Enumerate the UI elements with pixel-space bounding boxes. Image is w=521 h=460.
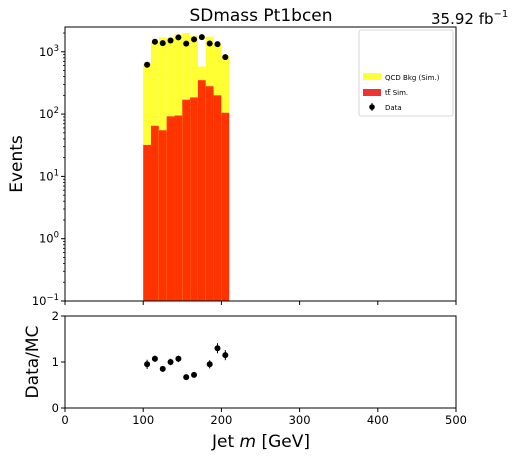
ratio-y-axis-title: Data/MC	[23, 326, 43, 399]
ratio-y-tick-label: 1	[52, 355, 59, 369]
chart-title: SDmass Pt1bcen	[189, 6, 332, 26]
data-point	[159, 40, 166, 47]
luminosity-label: 35.92 fb−1	[431, 9, 508, 28]
legend: QCD Bkg (Sim.) tt Sim. Data	[358, 29, 454, 117]
data-point	[151, 38, 158, 45]
luminosity-exponent: −1	[494, 9, 509, 20]
ttbar-bar	[143, 144, 152, 301]
x-tick-label: 100	[132, 413, 154, 427]
ttbar-bar	[166, 116, 175, 301]
ratio-point	[159, 365, 166, 372]
ttbar-bar	[151, 125, 159, 301]
ratio-point	[175, 355, 182, 362]
y-tick-label: 101	[39, 168, 59, 183]
data-points	[144, 34, 229, 68]
legend-qcd-label: QCD Bkg (Sim.)	[385, 74, 440, 82]
main-panel: 10−1 100 101 102 103 Events QCD Bkg (Sim.) t…	[7, 26, 457, 308]
legend-qcd-swatch	[363, 73, 381, 80]
ratio-panel: 0 1 2 0 100 200 300 400 500 Data/MC Jet m [GeV]	[23, 309, 467, 452]
data-point	[175, 34, 182, 41]
ratio-point	[222, 352, 229, 359]
data-point	[214, 41, 221, 48]
ratio-y-ticks: 0 1 2	[52, 309, 65, 415]
legend-box	[358, 29, 454, 117]
ttbar-bar	[197, 80, 206, 301]
y-tick-label: 100	[39, 231, 59, 246]
x-tick-label: 500	[445, 413, 467, 427]
legend-ttbar-label: tt Sim.	[385, 89, 408, 97]
data-point	[144, 61, 151, 68]
x-tick-label: 0	[61, 413, 68, 427]
x-axis-title: Jet m [GeV]	[211, 432, 310, 452]
legend-ttbar-swatch	[363, 89, 381, 96]
stacked-histogram	[143, 33, 230, 302]
ratio-point	[214, 345, 221, 352]
ratio-point	[144, 361, 151, 368]
ratio-x-ticks: 0 100 200 300 400 500	[61, 408, 467, 427]
legend-ttbar-t1: t	[385, 89, 388, 97]
ttbar-bar	[205, 86, 214, 301]
x-tick-label: 300	[289, 413, 311, 427]
ratio-point	[206, 361, 213, 368]
y-tick-label: 103	[39, 44, 59, 59]
y-tick-label: 10−1	[32, 293, 59, 308]
ttbar-bar	[213, 95, 222, 302]
x-tick-label: 400	[367, 413, 389, 427]
ratio-point	[151, 355, 158, 362]
data-point	[167, 37, 174, 44]
main-y-axis-title: Events	[7, 135, 27, 193]
ttbar-bar	[190, 97, 198, 301]
ratio-point	[167, 359, 174, 365]
ratio-y-tick-label: 0	[52, 401, 59, 415]
data-point	[206, 40, 213, 47]
ratio-plot-frame	[64, 315, 457, 409]
ttbar-bar	[158, 130, 167, 301]
ttbar-bar	[182, 99, 191, 301]
x-tick-label: 200	[210, 413, 232, 427]
ratio-point	[191, 371, 198, 378]
main-plot-frame	[64, 26, 457, 302]
luminosity-value: 35.92 fb	[431, 10, 494, 28]
ratio-points	[144, 343, 229, 381]
data-point	[198, 34, 205, 41]
legend-ttbar-t2: t	[388, 89, 391, 97]
legend-ttbar-rest: Sim.	[391, 89, 409, 97]
legend-data-marker	[369, 104, 375, 110]
main-x-ticks	[64, 301, 457, 305]
ratio-y-tick-label: 2	[52, 309, 59, 323]
main-y-ticks: 10−1 100 101 102 103	[32, 32, 65, 308]
data-point	[222, 54, 229, 61]
y-tick-label: 102	[39, 106, 59, 121]
data-point	[191, 36, 198, 43]
ttbar-bar	[174, 115, 183, 301]
ratio-point	[183, 374, 190, 381]
ttbar-bar	[221, 112, 230, 302]
legend-data-label: Data	[385, 104, 402, 112]
data-point	[183, 40, 190, 47]
